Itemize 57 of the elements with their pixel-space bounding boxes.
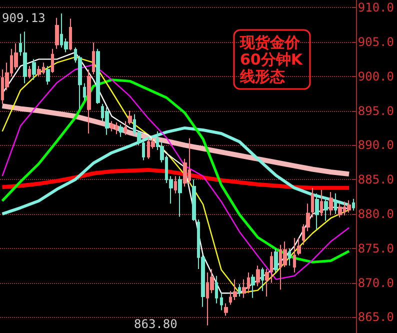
y-tick-label: 865.0 <box>358 310 394 324</box>
candlestick <box>256 265 260 287</box>
candlestick <box>261 267 264 292</box>
candlestick <box>347 200 351 214</box>
annotation: 909.13 <box>2 11 46 25</box>
candlestick <box>119 124 123 138</box>
candlestick <box>51 48 54 74</box>
candlestick <box>338 203 342 218</box>
y-tick-label: 875.0 <box>358 241 394 256</box>
candlestick <box>178 176 182 218</box>
candlestick <box>69 18 72 51</box>
candlestick <box>96 48 100 104</box>
candlestick <box>220 292 223 311</box>
candlestick <box>334 192 337 214</box>
text: 现货金价60分钟K线形态 <box>239 34 304 86</box>
candlestick <box>352 198 355 212</box>
candlestick <box>215 275 218 304</box>
candlestick <box>251 274 255 298</box>
candlestick <box>324 198 328 222</box>
candlestick <box>224 302 228 316</box>
candlestick <box>46 66 50 86</box>
candlestick <box>320 189 323 217</box>
candlestick <box>92 42 95 75</box>
candlestick <box>19 33 22 56</box>
line-series <box>0 126 351 216</box>
y-tick-label: 880.0 <box>358 206 394 221</box>
candlestick <box>87 68 91 134</box>
candlestick <box>311 187 314 218</box>
candlestick <box>128 110 132 126</box>
candlestick <box>37 66 41 77</box>
candlestick <box>315 192 319 230</box>
candlestick <box>83 82 86 101</box>
candlestick <box>55 17 59 50</box>
candlestick <box>288 248 291 266</box>
candlestick <box>238 284 241 298</box>
candlestick <box>23 31 27 84</box>
y-tick-label: 910.0 <box>358 0 394 15</box>
candlestick <box>32 58 36 80</box>
y-tick-label: 890.0 <box>358 138 394 152</box>
candlestick <box>274 248 278 273</box>
y-tick-label: 895.0 <box>358 104 394 118</box>
line-series <box>0 168 352 190</box>
candlestick <box>28 66 31 79</box>
candlestick <box>293 238 296 273</box>
y-tick-label: 900.0 <box>358 69 394 84</box>
candlestick <box>142 140 145 161</box>
y-tick-label: 905.0 <box>358 34 394 49</box>
candlestick <box>192 179 196 222</box>
y-tick-label: 870.0 <box>358 276 394 290</box>
candlestick <box>124 120 127 136</box>
candlestick <box>105 106 109 136</box>
candlestick <box>329 191 333 216</box>
y-tick-label: 885.0 <box>358 172 394 187</box>
candlestick <box>174 176 177 194</box>
candlestick <box>297 238 301 256</box>
annotation: 863.80 <box>134 317 178 331</box>
candlestick <box>110 120 114 132</box>
